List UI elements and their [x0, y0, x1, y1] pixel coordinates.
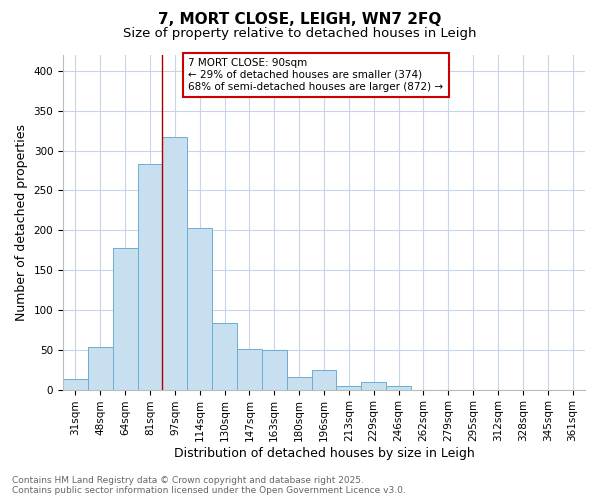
Bar	[88, 348, 113, 390]
Bar	[337, 386, 361, 390]
Text: Contains HM Land Registry data © Crown copyright and database right 2025.
Contai: Contains HM Land Registry data © Crown c…	[12, 476, 406, 495]
Bar	[361, 382, 386, 390]
Bar	[163, 137, 187, 390]
Bar	[311, 370, 337, 390]
Bar	[237, 349, 262, 390]
Text: 7 MORT CLOSE: 90sqm
← 29% of detached houses are smaller (374)
68% of semi-detac: 7 MORT CLOSE: 90sqm ← 29% of detached ho…	[188, 58, 443, 92]
Bar	[187, 228, 212, 390]
Bar	[262, 350, 287, 390]
Bar	[113, 248, 137, 390]
Text: 7, MORT CLOSE, LEIGH, WN7 2FQ: 7, MORT CLOSE, LEIGH, WN7 2FQ	[158, 12, 442, 28]
X-axis label: Distribution of detached houses by size in Leigh: Distribution of detached houses by size …	[173, 447, 475, 460]
Bar	[386, 386, 411, 390]
Bar	[212, 324, 237, 390]
Bar	[287, 377, 311, 390]
Text: Size of property relative to detached houses in Leigh: Size of property relative to detached ho…	[123, 28, 477, 40]
Y-axis label: Number of detached properties: Number of detached properties	[15, 124, 28, 321]
Bar	[137, 164, 163, 390]
Bar	[63, 379, 88, 390]
